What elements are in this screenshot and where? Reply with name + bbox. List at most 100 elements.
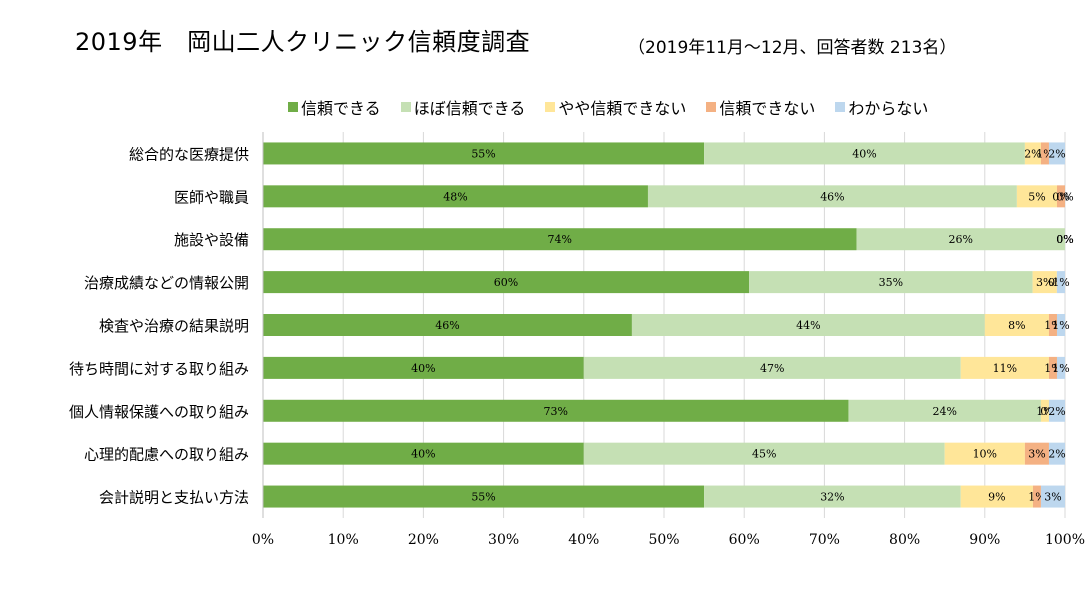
bar-segment xyxy=(704,142,1025,165)
bar-segment xyxy=(1048,142,1065,165)
legend-item: やや信頼できない xyxy=(545,95,686,119)
bar-segment xyxy=(749,271,1033,294)
bar-value-label: 2% xyxy=(1048,147,1065,160)
bar-segment xyxy=(263,442,584,465)
bar-value-label: 0% xyxy=(1056,190,1073,203)
bar-segment xyxy=(1056,185,1065,208)
bar-value-label: 24% xyxy=(932,405,956,418)
bar-value-label: 2% xyxy=(1024,147,1041,160)
bar-segment xyxy=(1056,271,1065,294)
x-tick-label: 50% xyxy=(648,532,679,548)
bar-segment xyxy=(1040,399,1049,422)
x-tick-label: 100% xyxy=(1045,532,1085,548)
bar-value-label: 3% xyxy=(1028,448,1045,461)
x-tick-label: 10% xyxy=(328,532,359,548)
bar-value-label: 0% xyxy=(1056,233,1073,246)
bar-segment xyxy=(631,314,985,336)
bar-value-label: 9% xyxy=(988,491,1005,504)
bar-value-label: 40% xyxy=(411,362,435,375)
x-tick-label: 40% xyxy=(568,532,599,548)
legend-label: 信頼できる xyxy=(301,99,381,118)
bar-value-label: 74% xyxy=(548,233,572,246)
legend-label: 信頼できない xyxy=(719,99,816,118)
bar-value-label: 47% xyxy=(760,362,784,375)
bar-value-label: 35% xyxy=(879,276,903,289)
bar-segment xyxy=(856,228,1065,251)
bar-value-label: 32% xyxy=(820,491,844,504)
bar-value-label: 5% xyxy=(1028,190,1045,203)
x-tick-label: 0% xyxy=(252,532,274,548)
chart-subtitle: （2019年11月～12月、回答者数 213名） xyxy=(628,38,957,58)
bar-segment xyxy=(583,356,961,379)
bar-value-label: 0% xyxy=(1056,233,1073,246)
bar-value-label: 8% xyxy=(1008,319,1025,332)
bar-segment xyxy=(263,228,857,251)
bar-value-label: 26% xyxy=(949,233,973,246)
category-label: 待ち時間に対する取り組み xyxy=(69,360,249,378)
legend-swatch xyxy=(288,102,298,112)
bar-segment xyxy=(1056,356,1065,379)
legend-swatch xyxy=(835,102,846,112)
x-tick-label: 30% xyxy=(488,532,519,548)
bar-segment xyxy=(583,442,945,465)
x-tick-label: 60% xyxy=(729,532,760,548)
bar-segment xyxy=(1048,314,1057,336)
category-label: 検査や治療の結果説明 xyxy=(99,317,249,335)
bar-value-label: 40% xyxy=(852,147,876,160)
legend-label: やや信頼できない xyxy=(558,99,687,118)
legend-item: ほぼ信頼できる xyxy=(400,95,526,119)
bar-value-label: 48% xyxy=(443,190,467,203)
bar-segment xyxy=(263,185,648,208)
bar-segment xyxy=(960,356,1049,379)
legend-label: わからない xyxy=(848,99,929,118)
bar-segment xyxy=(647,185,1017,208)
bar-value-label: 46% xyxy=(435,319,459,332)
bar-value-label: 1% xyxy=(1052,319,1069,332)
bar-value-label: 11% xyxy=(993,362,1017,375)
legend-label: ほぼ信頼できる xyxy=(413,99,526,118)
bar-value-label: 3% xyxy=(1036,276,1053,289)
bar-segment xyxy=(263,356,584,379)
bar-value-label: 40% xyxy=(411,448,435,461)
category-label: 総合的な医療提供 xyxy=(129,145,249,163)
category-label: 会計説明と支払い方法 xyxy=(99,489,249,507)
bar-value-label: 2% xyxy=(1048,448,1065,461)
bar-value-label: 44% xyxy=(796,319,820,332)
bar-segment xyxy=(984,314,1049,336)
legend-item: 信頼できない xyxy=(706,95,815,119)
chart-title: 2019年 岡山二人クリニック信頼度調査 xyxy=(75,28,531,56)
bar-value-label: 73% xyxy=(544,405,568,418)
bar-value-label: 3% xyxy=(1044,491,1061,504)
legend-item: わからない xyxy=(835,95,928,119)
bar-segment xyxy=(263,271,750,294)
bar-value-label: 1% xyxy=(1052,362,1069,375)
bar-value-label: 0% xyxy=(1052,190,1069,203)
bar-segment xyxy=(848,399,1041,422)
bar-value-label: 0% xyxy=(1056,233,1073,246)
bar-segment xyxy=(1048,442,1065,465)
bar-segment xyxy=(1056,314,1065,336)
category-label: 心理的配慮への取り組み xyxy=(84,446,249,464)
bar-value-label: 55% xyxy=(471,147,495,160)
x-tick-label: 80% xyxy=(889,532,920,548)
category-label: 医師や職員 xyxy=(174,188,249,206)
bar-segment xyxy=(1016,185,1057,208)
x-tick-label: 90% xyxy=(969,532,1000,548)
bar-segment xyxy=(1032,485,1041,508)
legend-swatch xyxy=(545,102,556,112)
bar-segment xyxy=(944,442,1025,465)
bar-value-label: 2% xyxy=(1048,405,1065,418)
bar-segment xyxy=(1040,485,1065,508)
bar-segment xyxy=(263,399,849,422)
legend-swatch xyxy=(400,102,411,112)
category-label: 個人情報保護への取り組み xyxy=(69,403,249,421)
bar-value-label: 60% xyxy=(494,276,518,289)
bar-segment xyxy=(263,142,705,165)
bar-segment xyxy=(1048,399,1065,422)
legend-item: 信頼できる xyxy=(288,95,381,119)
category-label: 施設や設備 xyxy=(174,231,249,249)
x-tick-label: 20% xyxy=(408,532,439,548)
legend-swatch xyxy=(706,102,717,112)
x-tick-label: 70% xyxy=(809,532,840,548)
